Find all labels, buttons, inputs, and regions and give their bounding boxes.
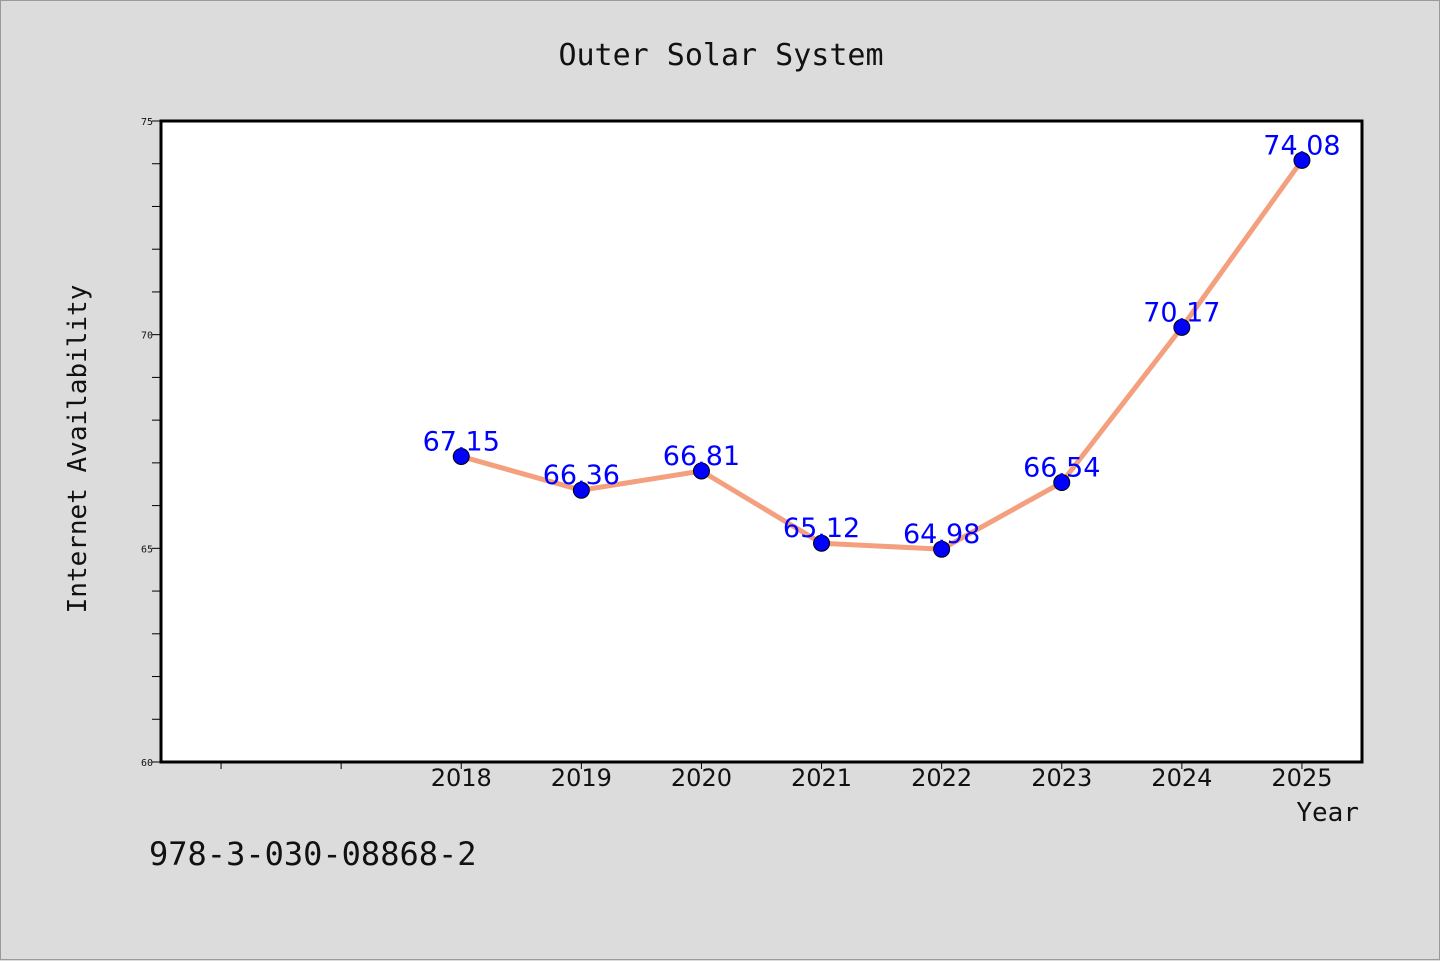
data-point-marker [813, 534, 831, 552]
footnote-isbn: 978-3-030-08868-2 [149, 835, 477, 873]
data-label: 66.81 [663, 441, 740, 472]
y-axis-label: Internet Availability [63, 285, 93, 614]
data-label: 70.17 [1143, 297, 1220, 328]
data-point-marker [933, 540, 951, 558]
x-axis-ticks: 2018 2019 2020 2021 2022 2023 2024 2025 [220, 762, 1332, 792]
y-tick-label: 60 [141, 758, 153, 769]
data-label: 64.98 [903, 519, 980, 550]
x-axis-label: Year [1296, 798, 1359, 828]
series-line [458, 157, 1305, 552]
x-tick-label: 2018 [431, 764, 492, 792]
x-tick-label: 2023 [1031, 764, 1092, 792]
plot-area [159, 119, 1364, 764]
data-point-marker [692, 462, 710, 480]
x-tick-label: 2022 [911, 764, 972, 792]
data-label: 65.12 [783, 513, 860, 544]
data-point-marker [452, 447, 470, 465]
x-tick-label: 2019 [551, 764, 612, 792]
y-tick-label: 75 [141, 117, 153, 128]
x-tick-label: 2021 [791, 764, 852, 792]
series-layer [452, 151, 1311, 558]
data-point-marker [1293, 151, 1311, 169]
x-tick-label: 2020 [671, 764, 732, 792]
data-point-marker [572, 481, 590, 499]
data-label: 66.36 [543, 460, 620, 491]
y-tick-label: 70 [141, 331, 153, 342]
y-tick-label: 65 [141, 544, 153, 555]
data-point-marker [1173, 318, 1191, 336]
data-label: 67.15 [423, 426, 500, 457]
y-axis-ticks: 60 65 70 75 [141, 117, 161, 769]
data-label: 74.08 [1263, 130, 1340, 161]
data-labels: 67.15 66.36 66.81 65.12 64.98 66.54 70.17 74.08 [423, 130, 1341, 550]
x-tick-label: 2024 [1151, 764, 1212, 792]
x-tick-label: 2025 [1271, 764, 1332, 792]
data-label: 66.54 [1023, 453, 1100, 484]
data-point-marker [1053, 474, 1071, 492]
chart-title: Outer Solar System [558, 38, 883, 73]
